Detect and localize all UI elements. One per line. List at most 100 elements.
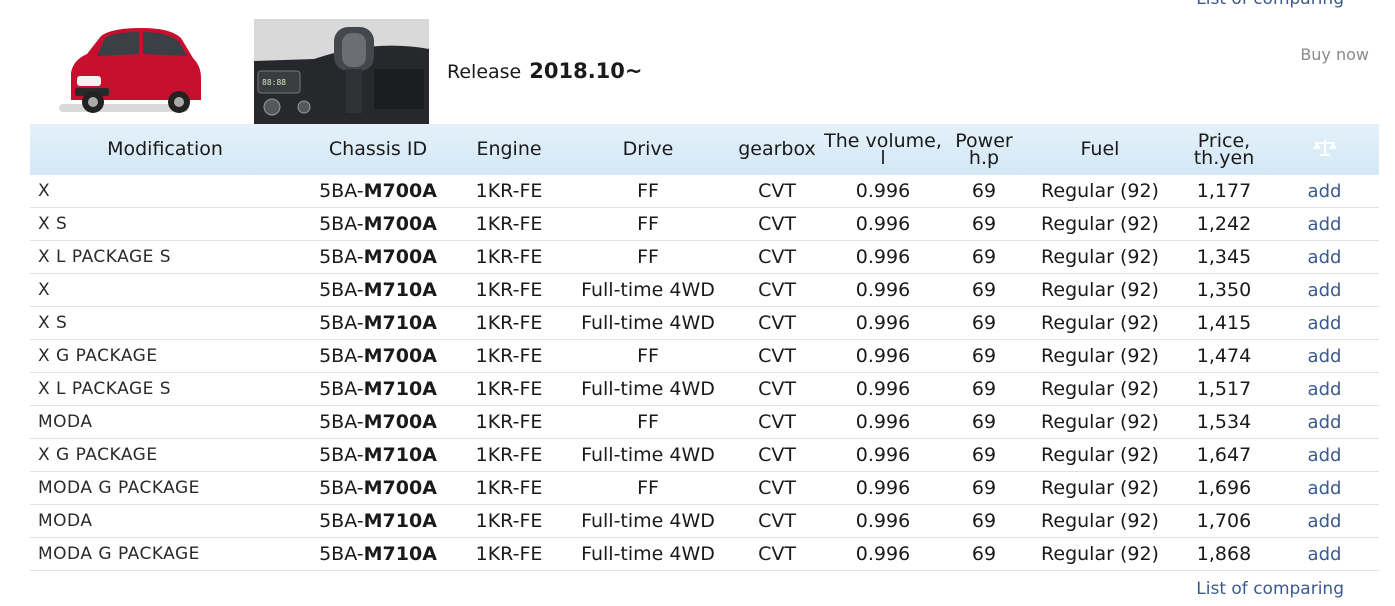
cell-drive: FF <box>562 240 734 274</box>
add-to-compare-link[interactable]: add <box>1307 379 1342 400</box>
cell-modification[interactable]: MODA <box>30 405 300 439</box>
cell-power: 69 <box>946 504 1022 538</box>
release-info: Release 2018.10~ <box>447 59 643 83</box>
car-exterior-photo[interactable] <box>31 18 211 124</box>
col-modification[interactable]: Modification <box>30 124 300 175</box>
cell-modification[interactable]: X <box>30 175 300 208</box>
cell-fuel: Regular (92) <box>1022 339 1178 373</box>
cell-price: 1,350 <box>1178 273 1270 307</box>
table-row: MODA G PACKAGE 5BA-M700A 1KR-FE FF CVT 0.996 6… <box>30 471 1379 505</box>
cell-gearbox: CVT <box>734 405 820 439</box>
add-to-compare-link[interactable]: add <box>1307 247 1342 268</box>
col-gearbox[interactable]: gearbox <box>734 124 820 175</box>
add-to-compare-link[interactable]: add <box>1307 181 1342 202</box>
table-row: X L PACKAGE S 5BA-M700A 1KR-FE FF CVT 0.996 69… <box>30 240 1379 274</box>
cell-modification[interactable]: MODA <box>30 504 300 538</box>
cell-compare: add <box>1270 405 1379 439</box>
cell-modification[interactable]: MODA G PACKAGE <box>30 471 300 505</box>
col-price-line2: th.yen <box>1193 146 1255 169</box>
cell-gearbox: CVT <box>734 471 820 505</box>
cell-volume: 0.996 <box>820 339 946 373</box>
col-volume[interactable]: The volume, l <box>820 124 946 175</box>
add-to-compare-link[interactable]: add <box>1307 412 1342 433</box>
chassis-code: M700A <box>363 345 437 367</box>
add-to-compare-link[interactable]: add <box>1307 346 1342 367</box>
buy-now-link[interactable]: Buy now <box>1300 45 1369 64</box>
chassis-prefix: 5BA- <box>319 180 364 202</box>
cell-drive: Full-time 4WD <box>562 372 734 406</box>
cell-modification[interactable]: X S <box>30 306 300 340</box>
cell-price: 1,242 <box>1178 207 1270 241</box>
cell-volume: 0.996 <box>820 175 946 208</box>
col-volume-line1: The volume, <box>824 129 942 152</box>
cell-compare: add <box>1270 273 1379 307</box>
cell-power: 69 <box>946 372 1022 406</box>
cell-fuel: Regular (92) <box>1022 537 1178 571</box>
cell-volume: 0.996 <box>820 504 946 538</box>
chassis-prefix: 5BA- <box>319 510 364 532</box>
add-to-compare-link[interactable]: add <box>1307 511 1342 532</box>
chassis-code: M700A <box>363 246 437 268</box>
add-to-compare-link[interactable]: add <box>1307 313 1342 334</box>
col-power[interactable]: Power h.p <box>946 124 1022 175</box>
cell-gearbox: CVT <box>734 438 820 472</box>
cell-modification[interactable]: X S <box>30 207 300 241</box>
cell-drive: Full-time 4WD <box>562 537 734 571</box>
modifications-table: Modification Chassis ID Engine Drive gea… <box>30 124 1379 571</box>
chassis-prefix: 5BA- <box>319 477 364 499</box>
cell-compare: add <box>1270 306 1379 340</box>
cell-drive: FF <box>562 207 734 241</box>
cell-modification[interactable]: X <box>30 273 300 307</box>
col-drive[interactable]: Drive <box>562 124 734 175</box>
add-to-compare-link[interactable]: add <box>1307 478 1342 499</box>
cell-compare: add <box>1270 339 1379 373</box>
col-fuel[interactable]: Fuel <box>1022 124 1178 175</box>
cell-price: 1,696 <box>1178 471 1270 505</box>
col-power-line1: Power <box>955 129 1013 152</box>
cell-chassis-id: 5BA-M710A <box>300 537 456 571</box>
cell-drive: FF <box>562 471 734 505</box>
cell-power: 69 <box>946 240 1022 274</box>
cell-engine: 1KR-FE <box>456 504 562 538</box>
cell-compare: add <box>1270 372 1379 406</box>
interior-gear-shift-photo[interactable]: 88:88 <box>254 19 429 124</box>
add-to-compare-link[interactable]: add <box>1307 280 1342 301</box>
cell-drive: FF <box>562 339 734 373</box>
col-engine[interactable]: Engine <box>456 124 562 175</box>
cell-compare: add <box>1270 504 1379 538</box>
col-compare <box>1270 124 1379 175</box>
cell-drive: FF <box>562 405 734 439</box>
list-of-comparing-link-top[interactable]: List of comparing <box>1196 0 1344 9</box>
release-label: Release <box>447 61 522 83</box>
cell-compare: add <box>1270 240 1379 274</box>
cell-price: 1,706 <box>1178 504 1270 538</box>
add-to-compare-link[interactable]: add <box>1307 445 1342 466</box>
cell-modification[interactable]: X G PACKAGE <box>30 339 300 373</box>
cell-drive: Full-time 4WD <box>562 306 734 340</box>
cell-compare: add <box>1270 537 1379 571</box>
cell-price: 1,415 <box>1178 306 1270 340</box>
cell-volume: 0.996 <box>820 471 946 505</box>
list-of-comparing-link-bottom[interactable]: List of comparing <box>1196 579 1344 599</box>
add-to-compare-link[interactable]: add <box>1307 214 1342 235</box>
cell-price: 1,177 <box>1178 175 1270 208</box>
chassis-code: M710A <box>363 444 437 466</box>
cell-chassis-id: 5BA-M700A <box>300 175 456 208</box>
cell-modification[interactable]: MODA G PACKAGE <box>30 537 300 571</box>
cell-gearbox: CVT <box>734 273 820 307</box>
chassis-prefix: 5BA- <box>319 246 364 268</box>
cell-modification[interactable]: X L PACKAGE S <box>30 240 300 274</box>
cell-power: 69 <box>946 207 1022 241</box>
cell-fuel: Regular (92) <box>1022 438 1178 472</box>
add-to-compare-link[interactable]: add <box>1307 544 1342 565</box>
col-price[interactable]: Price, th.yen <box>1178 124 1270 175</box>
cell-compare: add <box>1270 175 1379 208</box>
cell-fuel: Regular (92) <box>1022 273 1178 307</box>
col-chassis-id[interactable]: Chassis ID <box>300 124 456 175</box>
table-row: X S 5BA-M710A 1KR-FE Full-time 4WD CVT 0.996 6… <box>30 306 1379 340</box>
cell-chassis-id: 5BA-M710A <box>300 273 456 307</box>
cell-modification[interactable]: X L PACKAGE S <box>30 372 300 406</box>
cell-modification[interactable]: X G PACKAGE <box>30 438 300 472</box>
cell-volume: 0.996 <box>820 438 946 472</box>
cell-price: 1,534 <box>1178 405 1270 439</box>
